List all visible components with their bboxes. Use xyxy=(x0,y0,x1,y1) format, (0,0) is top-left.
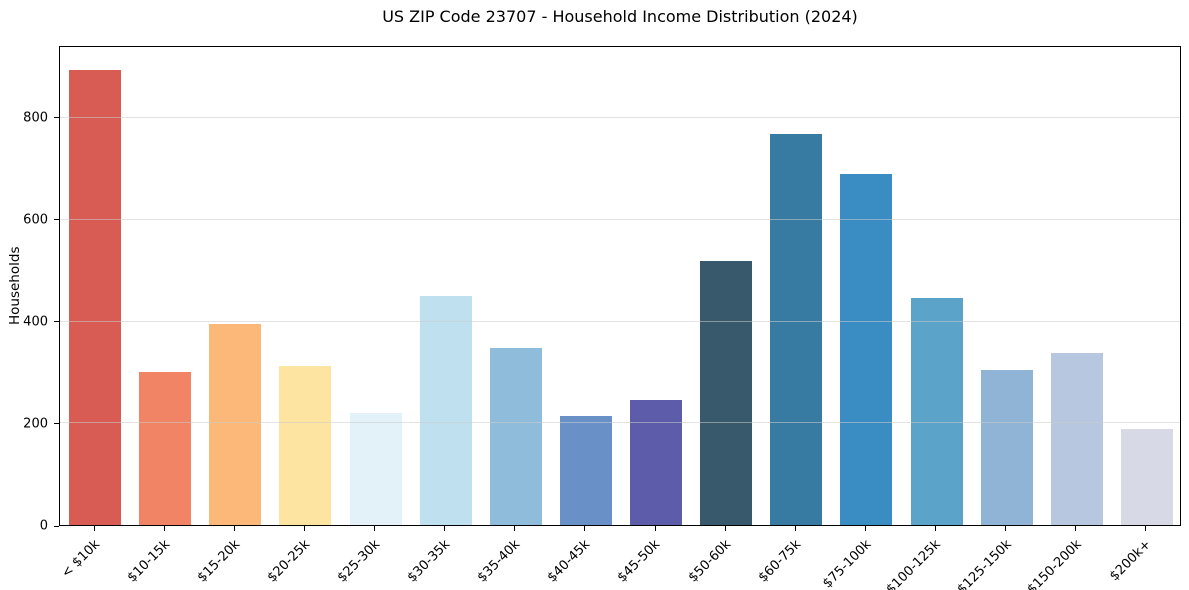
x-tick-mark xyxy=(864,526,866,531)
gridline-400 xyxy=(60,320,1180,322)
gridline-800 xyxy=(60,117,1180,119)
y-tick-label: 600 xyxy=(23,212,48,228)
bar-13 xyxy=(910,297,963,525)
x-tick-mark xyxy=(1075,526,1077,531)
y-tick-mark xyxy=(54,525,59,527)
y-tick-mark xyxy=(54,423,59,425)
bar-1 xyxy=(69,69,122,525)
x-tick-label: $20-25k xyxy=(264,537,314,586)
x-tick-label: < $10k xyxy=(58,537,103,582)
x-tick-mark xyxy=(1005,526,1007,531)
x-tick-label: $200k+ xyxy=(1107,537,1155,585)
bar-14 xyxy=(980,369,1033,525)
bar-12 xyxy=(840,174,893,525)
x-tick-mark xyxy=(1145,526,1147,531)
x-tick-mark xyxy=(724,526,726,531)
x-tick-label: $150-200k xyxy=(1024,537,1085,590)
bar-11 xyxy=(770,134,823,525)
y-tick-label: 400 xyxy=(23,314,48,330)
x-tick-mark xyxy=(935,526,937,531)
y-tick-mark xyxy=(54,219,59,221)
x-tick-mark xyxy=(374,526,376,531)
bar-5 xyxy=(349,413,402,525)
x-tick-mark xyxy=(303,526,305,531)
x-tick-label: $75-100k xyxy=(819,537,875,590)
x-tick-label: $30-35k xyxy=(404,537,454,586)
y-tick-mark xyxy=(54,117,59,118)
y-tick-mark xyxy=(54,321,59,323)
x-tick-label: $45-50k xyxy=(615,537,664,586)
gridline-600 xyxy=(60,218,1180,220)
y-axis-ticks: 0 200 400 600 800 xyxy=(0,46,59,534)
x-tick-label: $25-30k xyxy=(334,537,384,586)
x-tick-mark xyxy=(93,526,95,531)
x-tick-label: $35-40k xyxy=(474,537,524,586)
bar-4 xyxy=(279,365,332,525)
x-tick-mark xyxy=(444,526,446,531)
x-tick-label: $10-15k xyxy=(124,537,173,586)
x-tick-label: $15-20k xyxy=(194,537,243,586)
x-tick-label: $50-60k xyxy=(685,537,734,586)
bar-15 xyxy=(1050,353,1103,525)
x-tick-mark xyxy=(163,526,165,531)
gridlines-layer xyxy=(60,47,1180,525)
bar-16 xyxy=(1120,428,1173,525)
x-tick-mark xyxy=(514,526,516,531)
bar-8 xyxy=(559,416,612,525)
x-tick-mark xyxy=(233,526,235,531)
x-tick-label: $40-45k xyxy=(545,537,594,586)
bar-10 xyxy=(700,260,753,525)
y-tick-label: 200 xyxy=(23,416,48,432)
bar-3 xyxy=(209,324,262,525)
x-tick-mark xyxy=(654,526,656,531)
bar-6 xyxy=(419,296,472,525)
bar-9 xyxy=(630,399,683,525)
y-tick-label: 800 xyxy=(23,110,48,125)
x-tick-label: $125-150k xyxy=(954,537,1015,590)
x-tick-label: $100-125k xyxy=(883,537,945,590)
bar-7 xyxy=(489,348,542,525)
x-tick-mark xyxy=(584,526,586,531)
y-tick-label: 0 xyxy=(39,518,48,534)
bar-2 xyxy=(139,372,192,525)
plot-area xyxy=(59,46,1181,526)
x-tick-mark xyxy=(794,526,796,531)
chart-title: US ZIP Code 23707 - Household Income Dis… xyxy=(382,7,858,26)
gridline-200 xyxy=(60,422,1180,424)
x-axis-ticks: < $10k $10-15k $15-20k $20-25k $25-30k $30-35… xyxy=(58,526,1181,590)
bars-layer xyxy=(60,47,1180,525)
x-tick-label: $60-75k xyxy=(755,537,804,586)
